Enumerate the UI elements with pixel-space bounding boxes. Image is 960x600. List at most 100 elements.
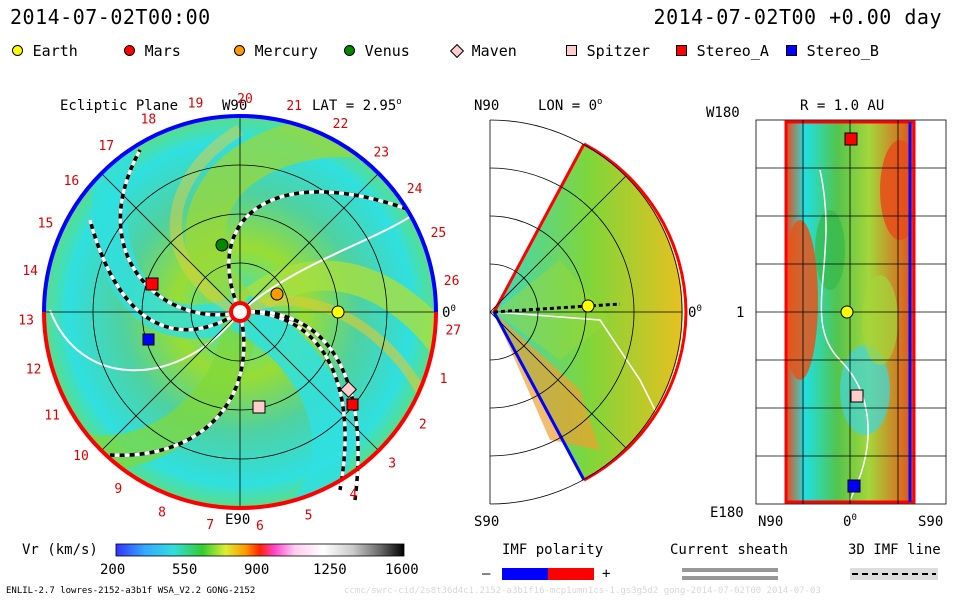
- maven-marker: [340, 381, 357, 398]
- sector-number: 24: [407, 182, 423, 197]
- radius-x-label-n: N90: [758, 514, 783, 530]
- legend-label: Maven: [471, 42, 517, 60]
- colorbar-tick-1600: 1600: [385, 562, 419, 578]
- colorbar: [115, 543, 405, 557]
- ecliptic-lat-label: LAT = 2.95o: [312, 97, 402, 114]
- stereo-a-marker-strip: [844, 132, 858, 146]
- wedge-edge-blue: [492, 311, 586, 481]
- current-sheath-title: Current sheath: [670, 542, 789, 558]
- sector-number: 8: [158, 505, 166, 520]
- sector-number: 25: [431, 226, 447, 241]
- earth-marker-icon: [12, 45, 23, 56]
- legend-item-mercury: Mercury: [234, 41, 318, 60]
- imf-line-title: 3D IMF line: [848, 542, 941, 558]
- imf-line-swatch: [850, 568, 938, 580]
- stereo-b-marker: [142, 333, 155, 346]
- stereo-b-marker-strip: [847, 479, 861, 493]
- legend-label: Stereo_B: [806, 42, 879, 60]
- sector-number: 19: [188, 97, 204, 112]
- colorbar-title: Vr (km/s): [22, 542, 98, 558]
- watermark: ccmc/swrc-cid/2s8t36d4c1.2152-a3b1f16-mc…: [344, 586, 821, 596]
- mars-marker: [145, 277, 159, 291]
- stereo-a-marker-icon: [676, 45, 687, 56]
- radius-x-label-0: 00: [843, 513, 857, 530]
- sector-number: 10: [73, 449, 89, 464]
- sector-number: 27: [445, 323, 461, 338]
- legend-label: Mars: [144, 42, 181, 60]
- colorbar-tick-550: 550: [172, 562, 198, 578]
- ecliptic-panel: Ecliptic Plane W90 LAT = 2.95o E90 00 19…: [18, 92, 461, 534]
- sector-number: 7: [206, 518, 214, 533]
- stereo-b-marker-icon: [786, 45, 797, 56]
- radius-x-label-s: S90: [918, 514, 943, 530]
- radius-top-left: W180: [706, 105, 740, 121]
- legend-item-venus: Venus: [344, 41, 410, 60]
- meridional-grid: [489, 119, 683, 505]
- sector-number: 18: [141, 113, 157, 128]
- radius-bottom-left: E180: [710, 505, 744, 521]
- sector-numbers: 19 20 212223242526271234567891011121314151…: [18, 92, 461, 534]
- legend-item-spitzer: Spitzer: [566, 41, 650, 60]
- meridional-bottom-left: S90: [474, 514, 499, 530]
- legend-label: Mercury: [254, 42, 318, 60]
- sector-number: 9: [114, 482, 122, 497]
- earth-marker-strip: [840, 305, 854, 319]
- spitzer-marker: [252, 400, 266, 414]
- legend-label: Stereo_A: [696, 42, 769, 60]
- earth-marker: [331, 305, 345, 319]
- imf-polarity-plus: +: [602, 566, 611, 582]
- wedge-edge-red: [492, 143, 586, 313]
- boundary-arc-red-1: [239, 311, 438, 510]
- venus-marker-icon: [344, 45, 355, 56]
- plot-canvas: Ecliptic Plane W90 LAT = 2.95o E90 00 19…: [18, 92, 947, 580]
- meridional-top-left: N90: [474, 98, 499, 114]
- mercury-marker: [270, 287, 284, 301]
- meridional-panel: N90 LON = 0o S90 00: [474, 97, 702, 530]
- radius-mid-left: 1: [736, 305, 744, 321]
- legend-item-maven: Maven: [449, 41, 517, 60]
- sector-number: 6: [256, 519, 264, 534]
- sector-number: 3: [388, 456, 396, 471]
- model-info: ENLIL-2.7 lowres-2152-a3b1f WSA_V2.2 GON…: [6, 586, 256, 596]
- spitzer-marker-strip: [850, 389, 864, 403]
- meridional-right-label: 00: [688, 304, 702, 321]
- imf-field-lines: [88, 149, 411, 501]
- sector-number: 1: [440, 372, 448, 387]
- sector-number: 13: [18, 314, 34, 329]
- sector-number: 14: [22, 264, 38, 279]
- colorbar-tick-900: 900: [244, 562, 270, 578]
- venus-marker: [215, 238, 229, 252]
- maven-marker-icon: [449, 43, 465, 59]
- colorbar-tick-200: 200: [100, 562, 126, 578]
- sun-icon: [229, 301, 251, 323]
- meridional-lon-label: LON = 0o: [538, 97, 602, 114]
- sector-number: 21: [286, 99, 302, 114]
- sector-number: 20: [237, 92, 253, 107]
- boundary-arc-blue-2: [42, 114, 241, 313]
- ecliptic-right-label: 00: [442, 304, 456, 321]
- stereo-a-marker: [346, 398, 359, 411]
- timestamp-right: 2014-07-02T00 +0.00 day: [653, 5, 942, 29]
- boundary-arc-blue-1: [239, 114, 438, 313]
- sector-number: 11: [44, 409, 60, 424]
- earth-marker-meridional: [581, 299, 595, 313]
- imf-polarity-minus: –: [482, 566, 491, 582]
- sector-number: 23: [373, 145, 389, 160]
- legend-item-stereo-a: Stereo_A: [676, 41, 769, 60]
- sector-number: 22: [333, 117, 349, 132]
- mercury-marker-icon: [234, 45, 245, 56]
- legend-label: Venus: [364, 42, 410, 60]
- current-sheath-swatch: [682, 568, 778, 580]
- sector-number: 16: [64, 174, 80, 189]
- sector-number: 26: [444, 274, 460, 289]
- legend-item-earth: Earth: [12, 41, 78, 60]
- legend-item-stereo-b: Stereo_B: [786, 41, 879, 60]
- timestamp-left: 2014-07-02T00:00: [10, 5, 211, 29]
- colorbar-gradient: [115, 543, 405, 557]
- sector-number: 5: [305, 509, 313, 524]
- sector-number: 2: [419, 417, 427, 432]
- radius-title: R = 1.0 AU: [800, 98, 884, 114]
- ecliptic-top-label: W90: [222, 98, 247, 114]
- sector-number: 4: [349, 488, 357, 503]
- boundary-arc-red-2: [42, 311, 241, 510]
